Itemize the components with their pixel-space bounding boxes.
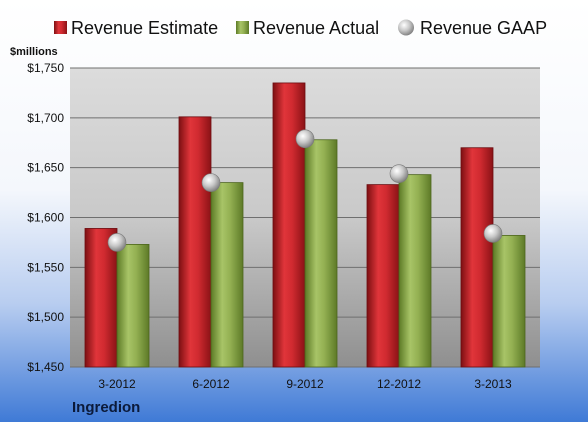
y-tick-label: $1,550: [27, 260, 64, 274]
legend-item-actual: Revenue Actual: [236, 18, 379, 38]
marker-revenue-gaap: [201, 173, 221, 192]
unit-label: $millions: [10, 46, 58, 58]
bar-revenue-estimate: [460, 147, 494, 368]
legend-label-actual: Revenue Actual: [253, 18, 379, 38]
x-tick-label: 9-2012: [286, 377, 324, 391]
legend-label-estimate: Revenue Estimate: [71, 18, 218, 38]
y-tick-label: $1,500: [27, 310, 64, 324]
bar-revenue-estimate: [178, 116, 212, 368]
legend: Revenue Estimate Revenue Actual Revenue …: [54, 18, 547, 38]
bar-revenue-actual: [210, 182, 244, 368]
y-tick-label: $1,650: [27, 161, 64, 175]
x-tick-label: 3-2013: [474, 377, 512, 391]
legend-item-estimate: Revenue Estimate: [54, 18, 218, 38]
legend-swatch-estimate: [54, 21, 67, 34]
x-tick-label: 6-2012: [192, 377, 230, 391]
bar-revenue-actual: [398, 174, 432, 368]
x-tick-label: 12-2012: [377, 377, 421, 391]
gaap-markers: [107, 129, 503, 252]
bar-revenue-estimate: [272, 82, 306, 368]
bar-revenue-actual: [304, 139, 338, 368]
y-tick-label: $1,750: [27, 61, 64, 75]
y-axis-ticks: $1,450 $1,500 $1,550 $1,600 $1,650 $1,700 $1,7…: [27, 61, 64, 374]
marker-revenue-gaap: [107, 233, 127, 252]
x-tick-label: 3-2012: [98, 377, 136, 391]
bars: [84, 82, 526, 368]
bar-revenue-estimate: [366, 184, 400, 368]
marker-revenue-gaap: [483, 224, 503, 243]
marker-revenue-gaap: [295, 129, 315, 149]
legend-item-gaap: Revenue GAAP: [398, 18, 547, 38]
brand-label: Ingredion: [72, 399, 140, 416]
legend-swatch-gaap: [398, 19, 414, 36]
legend-label-gaap: Revenue GAAP: [420, 18, 547, 38]
bar-revenue-estimate: [84, 228, 118, 368]
y-tick-label: $1,450: [27, 360, 64, 374]
y-tick-label: $1,600: [27, 211, 64, 225]
marker-revenue-gaap: [389, 164, 409, 183]
y-tick-label: $1,700: [27, 111, 64, 125]
bar-revenue-actual: [492, 235, 526, 368]
bar-revenue-actual: [116, 244, 150, 368]
legend-swatch-actual: [236, 21, 249, 34]
x-axis-ticks: 3-2012 6-2012 9-2012 12-2012 3-2013: [98, 377, 512, 391]
